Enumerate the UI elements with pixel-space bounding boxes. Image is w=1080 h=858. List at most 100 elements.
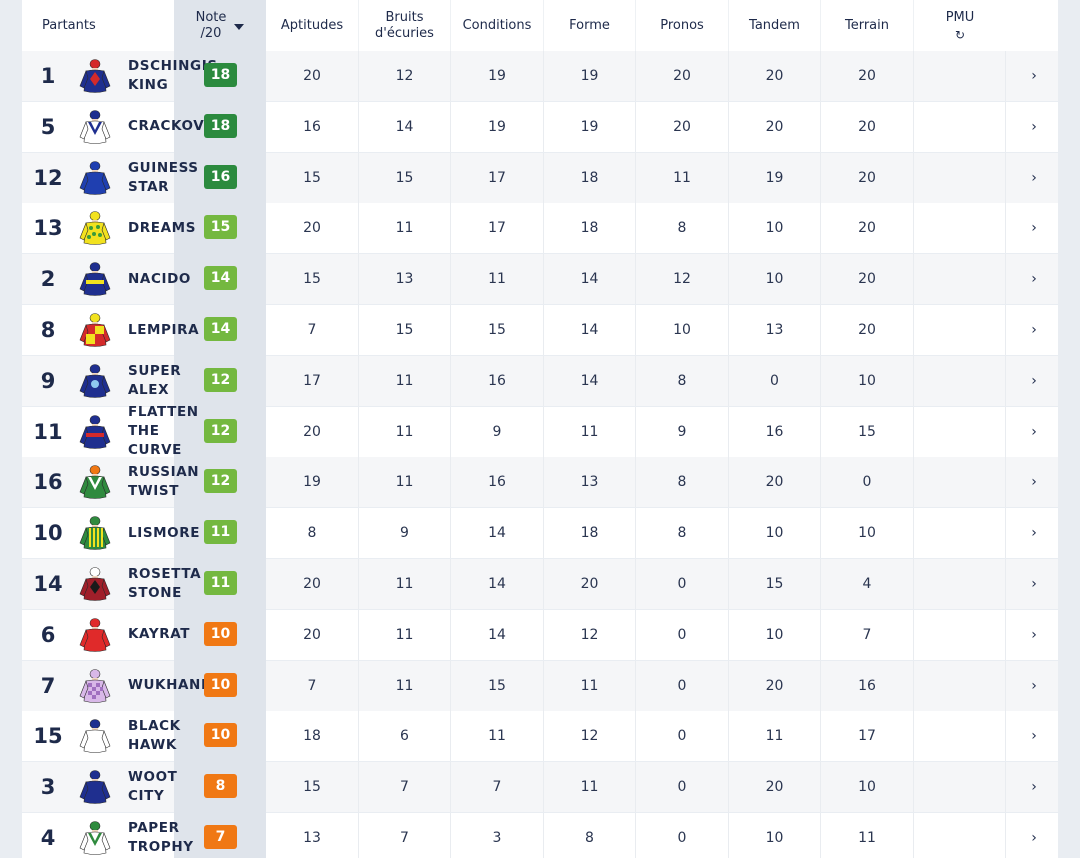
chevron-right-icon[interactable]: › bbox=[1031, 728, 1037, 745]
sorted-header-bg bbox=[174, 0, 266, 51]
runner-number: 4 bbox=[40, 826, 56, 850]
runner-name[interactable]: NACIDO bbox=[128, 270, 191, 287]
score-forme: 18 bbox=[544, 508, 636, 559]
refresh-icon[interactable]: ↻ bbox=[954, 27, 966, 42]
pmu-cell bbox=[914, 559, 1006, 609]
runner-name[interactable]: DSCHINGIS KING bbox=[128, 58, 218, 93]
table-row[interactable]: 4 PAPER TROPHY 7 13 7 3 8 0 10 11 › bbox=[22, 813, 1058, 858]
runner-name[interactable]: KAYRAT bbox=[128, 626, 190, 643]
score-pronos: 8 bbox=[636, 355, 729, 406]
table-row[interactable]: 7 WUKHANN 10 7 11 15 11 0 20 16 › bbox=[22, 660, 1058, 711]
chevron-right-icon[interactable]: › bbox=[1031, 169, 1037, 186]
runner-name[interactable]: BLACK HAWK bbox=[128, 718, 181, 754]
table-row[interactable]: 14 ROSETTA STONE 11 20 11 14 20 0 15 4 › bbox=[22, 559, 1058, 609]
score-tandem: 20 bbox=[729, 51, 821, 101]
table-row[interactable]: 16 RUSSIAN TWIST 12 19 11 16 13 8 20 0 › bbox=[22, 457, 1058, 508]
header-pmu[interactable]: PMU ↻ bbox=[945, 9, 975, 42]
score-conditions: 15 bbox=[451, 305, 544, 355]
score-conditions: 19 bbox=[451, 51, 544, 101]
score-conditions: 14 bbox=[451, 508, 544, 559]
header-note[interactable]: Note /20 bbox=[174, 0, 266, 51]
table-row[interactable]: 1 DSCHINGIS KING 18 20 12 19 19 20 20 20 › bbox=[22, 51, 1058, 101]
score-tandem: 10 bbox=[729, 203, 821, 254]
table-row[interactable]: 8 LEMPIRA 14 7 15 15 14 10 13 20 › bbox=[22, 305, 1058, 355]
score-pronos: 20 bbox=[636, 101, 729, 152]
header-forme[interactable]: Forme bbox=[544, 0, 636, 51]
header-partants[interactable]: Partants bbox=[42, 17, 96, 33]
score-aptitudes: 8 bbox=[266, 508, 359, 559]
table-row[interactable]: 3 WOOT CITY 8 15 7 7 11 0 20 10 › bbox=[22, 762, 1058, 813]
chevron-right-icon[interactable]: › bbox=[1031, 576, 1037, 592]
runner-name[interactable]: SUPER ALEX bbox=[128, 362, 182, 398]
score-tandem: 0 bbox=[729, 355, 821, 406]
runner-name[interactable]: LISMORE bbox=[128, 524, 201, 541]
header-conditions[interactable]: Conditions bbox=[451, 0, 544, 51]
chevron-right-icon[interactable]: › bbox=[1031, 322, 1037, 338]
chevron-right-icon[interactable]: › bbox=[1031, 779, 1037, 796]
runner-name[interactable]: PAPER TROPHY bbox=[128, 820, 194, 855]
jockey-silk-icon bbox=[78, 363, 112, 401]
chevron-right-icon[interactable]: › bbox=[1031, 68, 1037, 84]
runner-name[interactable]: WUKHANN bbox=[128, 677, 213, 694]
runner-number: 3 bbox=[40, 775, 56, 800]
score-aptitudes: 20 bbox=[266, 609, 359, 660]
score-tandem: 11 bbox=[729, 711, 821, 762]
chevron-right-icon[interactable]: › bbox=[1031, 271, 1037, 288]
table-row[interactable]: 2 NACIDO 14 15 13 11 14 12 10 20 › bbox=[22, 254, 1058, 305]
runner-name[interactable]: LEMPIRA bbox=[128, 321, 200, 338]
score-conditions: 17 bbox=[451, 152, 544, 203]
chevron-right-icon[interactable]: › bbox=[1031, 474, 1037, 491]
runner-name[interactable]: FLATTEN THE CURVE bbox=[128, 404, 199, 459]
header-terrain[interactable]: Terrain bbox=[821, 0, 914, 51]
table-row[interactable]: 9 SUPER ALEX 12 17 11 16 14 8 0 10 › bbox=[22, 355, 1058, 406]
runner-name[interactable]: WOOT CITY bbox=[128, 769, 178, 805]
score-conditions: 15 bbox=[451, 660, 544, 711]
chevron-right-icon[interactable]: › bbox=[1031, 525, 1037, 542]
pmu-cell bbox=[914, 508, 1006, 559]
score-forme: 12 bbox=[544, 609, 636, 660]
score-bruits: 11 bbox=[359, 355, 451, 406]
table-row[interactable]: 13 DREAMS 15 20 11 17 18 8 10 20 › bbox=[22, 203, 1058, 254]
pmu-cell bbox=[914, 355, 1006, 406]
chevron-right-icon[interactable]: › bbox=[1031, 423, 1037, 440]
pmu-cell bbox=[914, 51, 1006, 101]
runner-name[interactable]: ROSETTA STONE bbox=[128, 566, 202, 601]
header-aptitudes[interactable]: Aptitudes bbox=[266, 0, 359, 51]
runner-name[interactable]: RUSSIAN TWIST bbox=[128, 464, 200, 500]
header-pronos[interactable]: Pronos bbox=[636, 0, 729, 51]
score-aptitudes: 20 bbox=[266, 559, 359, 609]
score-terrain: 17 bbox=[821, 711, 914, 762]
table-row[interactable]: 10 LISMORE 11 8 9 14 18 8 10 10 › bbox=[22, 508, 1058, 559]
table-row[interactable]: 6 KAYRAT 10 20 11 14 12 0 10 7 › bbox=[22, 609, 1058, 660]
chevron-right-icon[interactable]: › bbox=[1031, 830, 1037, 846]
runner-name[interactable]: DREAMS bbox=[128, 219, 197, 236]
note-badge: 8 bbox=[204, 774, 237, 799]
runner-name[interactable]: CRACKOVIA bbox=[128, 118, 221, 135]
table-row[interactable]: 12 GUINESS STAR 16 15 15 17 18 11 19 20 › bbox=[22, 152, 1058, 203]
chevron-right-icon[interactable]: › bbox=[1031, 118, 1037, 135]
table-row[interactable]: 11 FLATTEN THE CURVE 12 20 11 9 11 9 16 15 › bbox=[22, 404, 1058, 459]
table-row[interactable]: 5 CRACKOVIA 18 16 14 19 19 20 20 20 › bbox=[22, 101, 1058, 152]
score-forme: 8 bbox=[544, 813, 636, 858]
header-bruits[interactable]: Bruits d'écuries bbox=[359, 0, 451, 51]
score-pronos: 0 bbox=[636, 813, 729, 858]
note-badge: 11 bbox=[204, 571, 237, 595]
pmu-cell bbox=[914, 101, 1006, 152]
score-forme: 11 bbox=[544, 406, 636, 457]
chevron-right-icon[interactable]: › bbox=[1031, 220, 1037, 237]
table-row[interactable]: 15 BLACK HAWK 10 18 6 11 12 0 11 17 › bbox=[22, 711, 1058, 762]
score-forme: 19 bbox=[544, 51, 636, 101]
runner-number: 6 bbox=[40, 622, 56, 647]
chevron-right-icon[interactable]: › bbox=[1031, 626, 1037, 643]
chevron-right-icon[interactable]: › bbox=[1031, 677, 1037, 694]
chevron-right-icon[interactable]: › bbox=[1031, 372, 1037, 389]
score-pronos: 12 bbox=[636, 254, 729, 305]
header-tandem[interactable]: Tandem bbox=[729, 0, 821, 51]
score-tandem: 20 bbox=[729, 101, 821, 152]
score-conditions: 16 bbox=[451, 355, 544, 406]
score-pronos: 20 bbox=[636, 51, 729, 101]
score-bruits: 13 bbox=[359, 254, 451, 305]
runner-number: 13 bbox=[33, 216, 63, 241]
runner-name[interactable]: GUINESS STAR bbox=[128, 159, 199, 195]
jockey-silk-icon bbox=[78, 617, 112, 655]
